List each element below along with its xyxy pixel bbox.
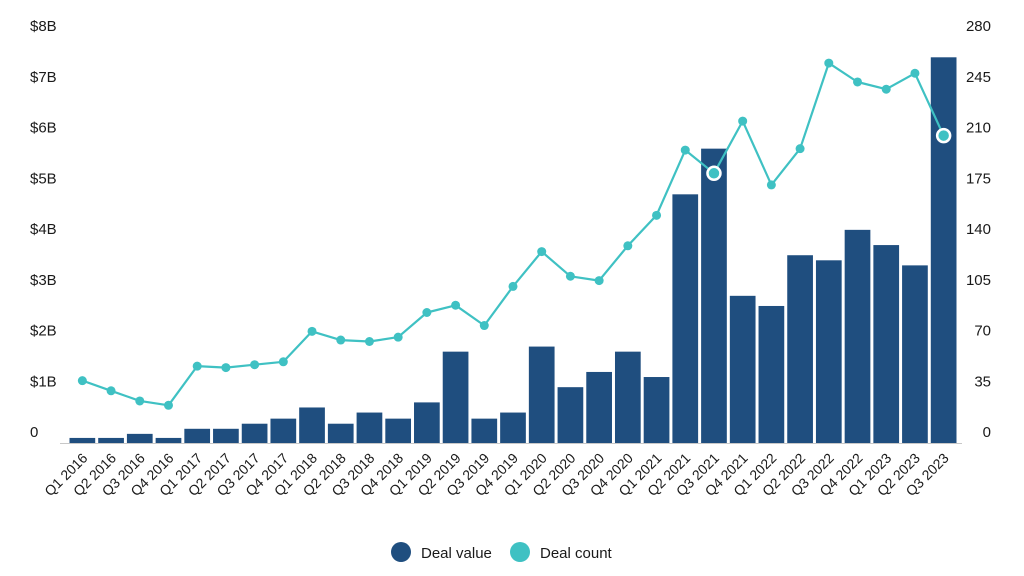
- bar-deal-value: [299, 407, 325, 443]
- right-tick-label: 280: [966, 18, 991, 35]
- point-deal-count: [738, 116, 748, 126]
- legend-swatch-deal-value: [391, 542, 411, 562]
- point-deal-count: [537, 247, 547, 257]
- bar-deal-value: [155, 437, 182, 443]
- left-tick-label: $2B: [30, 323, 57, 340]
- bar-deal-value: [672, 194, 699, 443]
- point-deal-count: [221, 363, 231, 373]
- right-tick-label: 245: [966, 69, 991, 86]
- point-deal-count: [278, 357, 288, 367]
- bar-deal-value: [844, 229, 871, 443]
- point-deal-count-highlight: [935, 127, 952, 144]
- deal-count-line: [77, 58, 952, 410]
- right-tick-label: 210: [966, 120, 991, 137]
- point-deal-count: [881, 84, 891, 94]
- bar-deal-value: [356, 412, 383, 443]
- point-deal-count: [393, 332, 403, 342]
- point-deal-count: [163, 400, 173, 410]
- right-tick-label: 140: [966, 221, 991, 238]
- point-deal-count: [479, 321, 489, 331]
- bar-deal-value: [729, 295, 756, 443]
- point-deal-count: [307, 326, 317, 336]
- right-tick-label: 35: [974, 373, 991, 390]
- bar-deal-value: [126, 433, 153, 443]
- point-deal-count: [77, 376, 87, 386]
- right-tick-label: 175: [966, 170, 991, 187]
- point-deal-count: [451, 300, 461, 310]
- bar-deal-value: [385, 418, 412, 443]
- point-deal-count: [680, 145, 690, 155]
- bar-deal-value: [930, 57, 957, 444]
- bar-deal-value: [69, 437, 96, 443]
- bar-deal-value: [184, 428, 211, 443]
- point-deal-count: [824, 58, 834, 68]
- point-deal-count: [623, 241, 633, 251]
- bar-deal-value: [902, 265, 928, 443]
- bar-deal-value: [500, 412, 526, 443]
- bar-deal-value: [815, 260, 842, 443]
- bar-deal-value: [327, 423, 354, 443]
- bar-deal-value: [586, 371, 612, 443]
- legend: Deal value Deal count: [391, 542, 613, 562]
- left-tick-label: $6B: [30, 120, 57, 137]
- bar-deal-value: [270, 418, 297, 443]
- right-tick-label: 70: [974, 323, 991, 340]
- bar-deal-value: [873, 245, 900, 443]
- line-deal-count: [82, 61, 945, 407]
- point-deal-count: [250, 360, 260, 370]
- left-tick-label: $8B: [30, 18, 57, 35]
- left-tick-label: $5B: [30, 170, 57, 187]
- point-deal-count: [135, 396, 145, 406]
- left-tick-label: $3B: [30, 272, 57, 289]
- right-tick-label: 105: [966, 272, 991, 289]
- left-tick-label: $1B: [30, 373, 57, 390]
- point-deal-count: [106, 386, 116, 396]
- point-deal-count: [565, 271, 575, 281]
- bar-deal-value: [442, 351, 469, 443]
- bar-deal-value: [213, 428, 239, 443]
- bar-deal-value: [241, 423, 268, 443]
- bar-deal-value: [701, 148, 727, 443]
- bar-deal-value: [614, 351, 641, 443]
- legend-label-deal-value: Deal value: [421, 545, 492, 562]
- legend-swatch-deal-count: [510, 542, 530, 562]
- point-deal-count: [766, 180, 776, 190]
- point-deal-count: [910, 68, 920, 78]
- right-axis: 0 35 70 105 140 175 210 245 280: [966, 18, 991, 441]
- left-tick-label: 0: [30, 424, 38, 441]
- left-tick-label: $4B: [30, 221, 57, 238]
- left-tick-label: $7B: [30, 69, 57, 86]
- point-deal-count: [508, 281, 518, 291]
- point-deal-count: [652, 210, 662, 220]
- bar-deal-value: [471, 418, 498, 443]
- bar-deal-value: [414, 402, 440, 443]
- point-deal-count-highlight: [706, 165, 722, 182]
- legend-label-deal-count: Deal count: [540, 545, 613, 562]
- deal-value-bars: [69, 57, 957, 444]
- point-deal-count: [364, 337, 374, 346]
- left-axis: 0 $1B $2B $3B $4B $5B $6B $7B $8B: [30, 18, 57, 441]
- bar-deal-value: [98, 437, 124, 443]
- bar-deal-value: [787, 255, 813, 443]
- point-deal-count: [336, 335, 346, 345]
- right-tick-label: 0: [983, 424, 991, 441]
- bar-deal-value: [557, 387, 584, 443]
- point-deal-count: [795, 144, 805, 154]
- point-deal-count: [594, 276, 604, 286]
- bar-deal-value: [528, 346, 555, 443]
- bar-deal-value: [758, 305, 785, 443]
- bar-deal-value: [643, 377, 670, 443]
- point-deal-count: [192, 361, 202, 371]
- point-deal-count: [422, 308, 432, 317]
- point-deal-count: [853, 77, 863, 87]
